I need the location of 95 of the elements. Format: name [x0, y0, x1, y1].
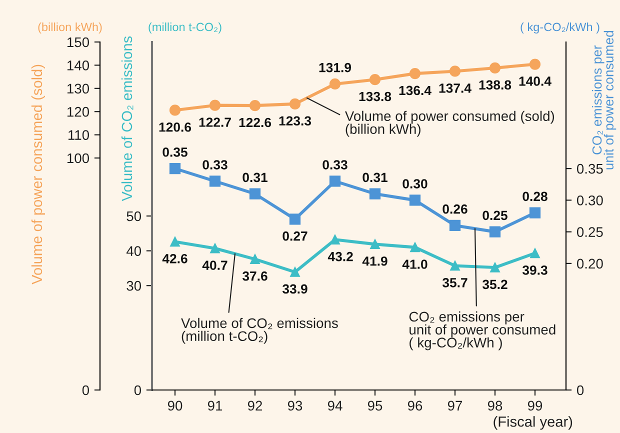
data-label: 136.4 [399, 86, 432, 96]
point [490, 262, 500, 272]
point [250, 254, 260, 264]
data-label: 137.4 [439, 83, 472, 93]
point [209, 100, 221, 111]
y2-tick-label: 0.20 [576, 258, 603, 269]
point [369, 74, 381, 86]
y2-tick-label: 0.35 [576, 164, 603, 174]
point [210, 244, 220, 254]
y-tick-label: 100 [67, 153, 90, 164]
x-tick-label: 97 [448, 400, 462, 411]
data-label: 122.7 [199, 118, 231, 127]
point [369, 188, 381, 200]
data-label: 123.3 [279, 116, 312, 126]
y-tick-label: 150 [67, 37, 90, 48]
x-tick-label: 92 [248, 400, 262, 411]
y-tick-label: 120 [67, 106, 90, 117]
point [529, 207, 541, 218]
x-tick-label: 93 [288, 400, 302, 411]
data-label: 133.8 [359, 92, 392, 102]
data-label: 35.7 [442, 278, 468, 288]
data-label: 33.9 [282, 284, 308, 294]
y2-tick-label: 0.25 [576, 227, 603, 237]
y3-axis-title: Volume of CO₂ emissions [121, 36, 134, 202]
data-label: 41.9 [362, 256, 388, 266]
y3-tick-label: 50 [126, 211, 142, 222]
data-label: 0.31 [362, 172, 388, 182]
text: Volume of CO₂ emissions (million t-CO₂) [181, 318, 338, 344]
point [170, 236, 180, 247]
text: CO₂ emissions per unit of power consumed ( kg-CO₂/kWh ) [409, 311, 556, 350]
data-label: 0.27 [282, 231, 308, 241]
y2-tick-label: 0.30 [576, 196, 603, 206]
x-tick-label: 90 [168, 400, 182, 411]
point [329, 176, 341, 187]
data-label: 138.8 [479, 80, 512, 90]
data-label: 37.6 [242, 271, 268, 281]
point [449, 66, 461, 77]
x-tick-label: 96 [408, 400, 422, 411]
point [489, 62, 501, 74]
y3-tick-label: 0 [134, 385, 142, 396]
y-tick-label: 130 [67, 84, 90, 94]
y3-tick-label: 40 [126, 246, 142, 256]
y-tick-label: 110 [68, 130, 90, 140]
data-label: 0.33 [202, 160, 228, 170]
y-tick-label: 0 [82, 385, 90, 396]
series-label: Volume of power consumed (sold) (billion kWh) [344, 110, 554, 137]
data-label: 0.25 [482, 210, 508, 220]
data-label: 39.3 [522, 265, 548, 275]
point [410, 242, 420, 252]
x-tick-label: 95 [368, 400, 382, 411]
x-tick-label: 99 [528, 400, 542, 411]
data-label: 122.6 [239, 118, 272, 128]
point [169, 104, 181, 116]
point [489, 226, 501, 238]
data-label: 0.33 [322, 160, 348, 170]
y3-tick-label: 30 [126, 280, 142, 291]
data-label: 40.7 [202, 260, 228, 270]
data-label: 42.6 [162, 254, 188, 264]
data-label: 131.9 [319, 62, 352, 72]
x-tick-label: 98 [488, 400, 502, 411]
point [450, 260, 460, 271]
data-label: 0.31 [242, 172, 268, 182]
point [370, 239, 380, 250]
data-label: 120.6 [159, 122, 192, 132]
point [289, 214, 301, 225]
x-axis-title: (Fiscal year) [494, 416, 572, 430]
point [209, 176, 221, 187]
point [529, 58, 541, 70]
point [449, 220, 461, 232]
text: (billion kWh) [38, 22, 102, 34]
point [329, 78, 341, 90]
data-label: 41.0 [402, 260, 428, 269]
point [530, 248, 540, 258]
data-label: 0.26 [442, 204, 468, 214]
x-tick-label: 94 [328, 400, 342, 411]
y-axis-title: Volume of power consumed (sold) [31, 64, 45, 284]
data-label: 35.2 [482, 280, 508, 290]
point [169, 162, 181, 174]
data-label: 0.30 [402, 179, 428, 188]
x-tick-label: 91 [208, 400, 222, 411]
point [289, 98, 301, 110]
point [290, 267, 300, 277]
y-tick-label: 140 [67, 60, 90, 70]
y2-tick-label: 0 [576, 385, 584, 396]
point [249, 100, 261, 112]
data-label: 140.4 [519, 76, 552, 86]
data-label: 43.2 [328, 252, 353, 262]
point [330, 234, 340, 245]
point [249, 188, 261, 200]
text: ( kg-CO₂/kWh ) [520, 22, 600, 34]
point [409, 194, 421, 206]
data-label: 0.28 [522, 192, 548, 202]
point [409, 68, 421, 80]
text: (million t-CO₂) [148, 22, 222, 34]
data-label: 0.35 [162, 147, 188, 157]
